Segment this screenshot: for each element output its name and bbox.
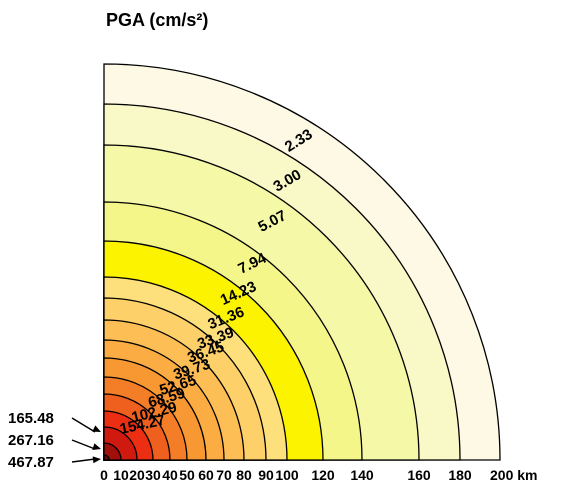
- x-tick-label: 50: [179, 467, 195, 483]
- callout-arrow-line: [71, 439, 96, 450]
- x-tick-label: 180: [448, 467, 472, 483]
- contour-bands: [103, 63, 501, 461]
- x-tick-label: 120: [311, 467, 335, 483]
- callout-label-0: 165.48: [8, 410, 54, 427]
- x-tick-label: 90: [258, 467, 274, 483]
- x-tick-label-unit: 200 km: [490, 467, 537, 483]
- callout-label-1: 267.16: [8, 432, 54, 449]
- x-tick-label: 160: [407, 467, 431, 483]
- callout-arrow-head: [92, 456, 101, 464]
- x-tick-label: 70: [216, 467, 232, 483]
- callout-label-2: 467.87: [8, 454, 54, 471]
- callout-arrow-line: [71, 458, 96, 463]
- callout-arrow-line: [71, 417, 96, 433]
- x-tick-label: 10: [113, 467, 129, 483]
- x-tick-label: 80: [236, 467, 252, 483]
- x-tick-label: 20: [129, 467, 145, 483]
- x-tick-label: 30: [145, 467, 161, 483]
- callout-arrow-head: [92, 425, 101, 432]
- center-callouts: 165.48 267.16 467.87: [8, 410, 101, 471]
- contour-band-15: [103, 454, 110, 461]
- callout-arrow-head: [92, 443, 101, 450]
- x-tick-label: 140: [350, 467, 374, 483]
- x-tick-label: 100: [275, 467, 299, 483]
- x-axis-ticks: 0 10 20 30 40 50 60 70 80 90 100 120 140 160 180 200 km: [100, 467, 537, 483]
- contour-band-14: [103, 442, 122, 461]
- x-tick-label: 60: [198, 467, 214, 483]
- x-tick-label: 40: [162, 467, 178, 483]
- chart-title: PGA (cm/s²): [106, 10, 208, 30]
- x-tick-label: 0: [100, 467, 108, 483]
